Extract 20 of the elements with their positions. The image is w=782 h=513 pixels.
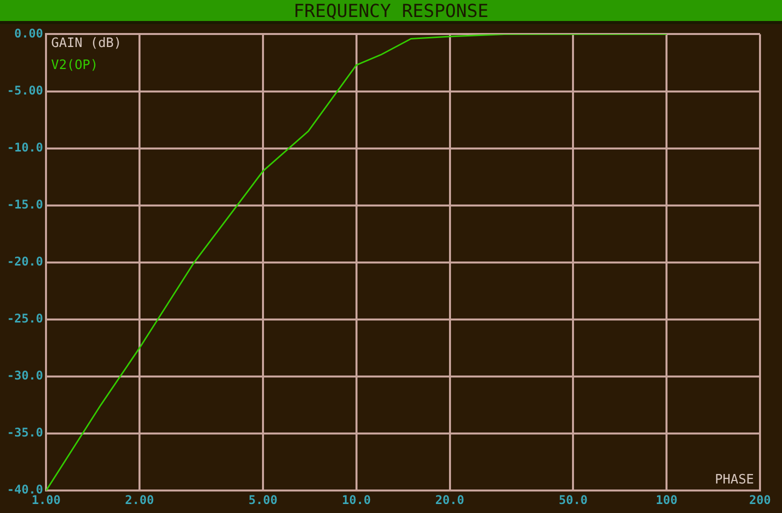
- y-tick-label: -10.0: [7, 140, 44, 154]
- y-tick-label: -35.0: [7, 426, 44, 440]
- x-tick-label: 5.00: [248, 492, 278, 507]
- x-tick-label: 1.00: [32, 492, 61, 507]
- x-tick-label: 200: [749, 492, 771, 507]
- chart-title: FREQUENCY RESPONSE: [0, 0, 782, 24]
- y-tick-label: 0.00: [14, 26, 44, 40]
- y-tick-label: -25.0: [7, 312, 44, 326]
- text: V2(OP): [51, 58, 98, 74]
- annotation: PHASE: [714, 472, 754, 488]
- x-tick-label: 20.0: [435, 492, 464, 507]
- y-tick-label: -5.00: [7, 83, 44, 98]
- y-tick-label: -15.0: [7, 197, 44, 212]
- x-tick-label: 50.0: [558, 492, 588, 507]
- y-tick-label: -30.0: [7, 368, 44, 383]
- x-tick-label: 10.0: [342, 492, 371, 507]
- y-tick-label: -20.0: [7, 254, 44, 269]
- y-axis-title: GAIN (dB): [51, 36, 122, 52]
- x-tick-label: 2.00: [125, 492, 154, 507]
- x-tick-label: 100: [656, 492, 678, 507]
